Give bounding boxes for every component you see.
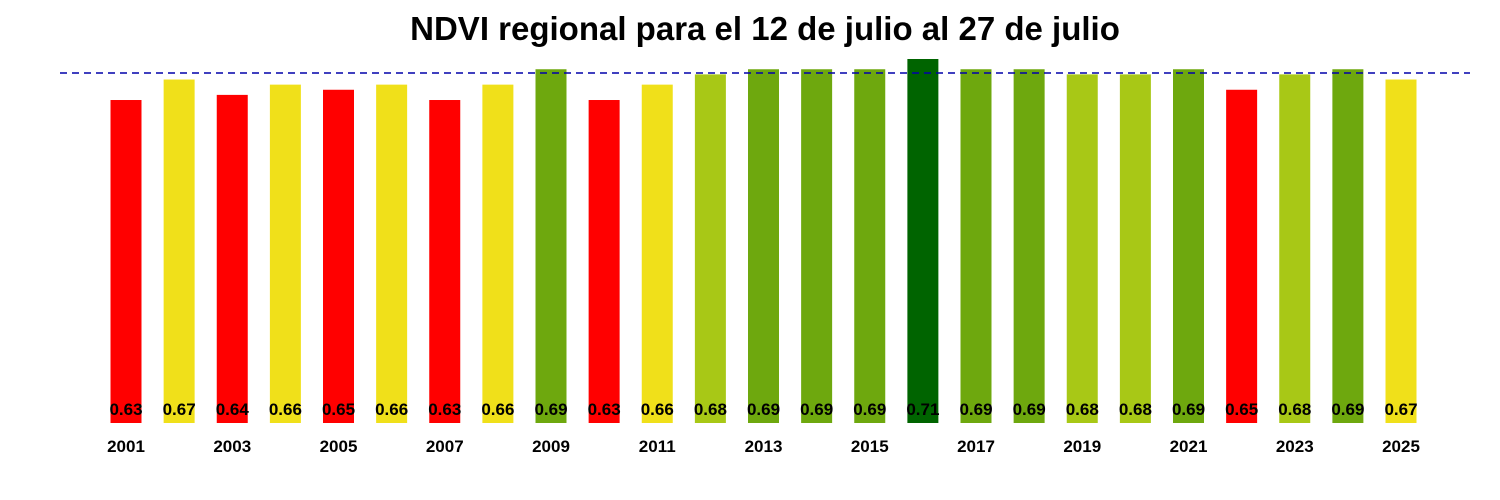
x-tick-label-2019: 2019 [1063, 437, 1101, 456]
value-label-2017: 0.69 [959, 400, 992, 419]
chart-title: NDVI regional para el 12 de julio al 27 … [410, 10, 1120, 47]
value-label-2015: 0.69 [853, 400, 886, 419]
bar-2021 [1173, 69, 1204, 423]
bar-2015 [854, 69, 886, 423]
value-label-2019: 0.68 [1066, 400, 1099, 419]
x-tick-label-2005: 2005 [320, 437, 358, 456]
bar-2003 [216, 94, 248, 423]
bar-2010 [588, 100, 620, 423]
value-label-2010: 0.63 [588, 400, 621, 419]
x-tick-label-2025: 2025 [1382, 437, 1420, 456]
bar-2018 [1013, 69, 1045, 423]
bar-2025 [1385, 79, 1417, 423]
bar-2016 [907, 59, 939, 423]
value-label-2024: 0.69 [1331, 400, 1364, 419]
value-label-2012: 0.68 [694, 400, 727, 419]
bar-2005 [323, 89, 354, 423]
bar-2017 [960, 69, 992, 423]
x-tick-label-2003: 2003 [213, 437, 251, 456]
value-labels-group: 0.63 0.67 0.64 0.66 0.65 0.66 0.63 0.66 0.69 0.63… [109, 400, 1417, 419]
bar-2012 [694, 74, 726, 423]
x-tick-label-2013: 2013 [745, 437, 783, 456]
bar-2019 [1066, 74, 1098, 423]
bar-2006 [376, 84, 408, 423]
value-label-2009: 0.69 [534, 400, 567, 419]
bars-group [110, 59, 1417, 423]
value-label-2003: 0.64 [216, 400, 250, 419]
value-label-2020: 0.68 [1119, 400, 1152, 419]
bar-2013 [748, 69, 779, 423]
x-tick-label-2001: 2001 [107, 437, 145, 456]
bar-2004 [269, 84, 301, 423]
bar-2014 [801, 69, 833, 423]
value-label-2006: 0.66 [375, 400, 408, 419]
bar-2024 [1332, 69, 1364, 423]
bar-2001 [110, 100, 142, 423]
bar-2011 [641, 84, 673, 423]
value-label-2018: 0.69 [1013, 400, 1046, 419]
value-label-2013: 0.69 [747, 400, 780, 419]
value-label-2014: 0.69 [800, 400, 833, 419]
value-label-2023: 0.68 [1278, 400, 1311, 419]
value-label-2008: 0.66 [481, 400, 514, 419]
x-tick-label-2011: 2011 [639, 437, 676, 456]
value-label-2001: 0.63 [109, 400, 142, 419]
bar-2020 [1119, 74, 1151, 423]
value-label-2022: 0.65 [1225, 400, 1258, 419]
x-tick-label-2007: 2007 [426, 437, 464, 456]
bar-2009 [535, 69, 567, 423]
value-label-2005: 0.65 [322, 400, 355, 419]
x-tick-label-2009: 2009 [532, 437, 570, 456]
value-label-2011: 0.66 [641, 400, 674, 419]
x-tick-label-2017: 2017 [957, 437, 995, 456]
value-label-2004: 0.66 [269, 400, 302, 419]
value-label-2002: 0.67 [163, 400, 196, 419]
value-label-2021: 0.69 [1172, 400, 1205, 419]
value-label-2007: 0.63 [428, 400, 461, 419]
bar-2023 [1279, 74, 1311, 423]
x-tick-label-2023: 2023 [1276, 437, 1314, 456]
x-axis-ticks: 2001 2003 2005 2007 2009 2011 2013 2015 2017 2019… [107, 437, 1420, 456]
bar-2022 [1226, 89, 1258, 423]
x-tick-label-2021: 2021 [1170, 437, 1208, 456]
x-tick-label-2015: 2015 [851, 437, 889, 456]
value-label-2025: 0.67 [1384, 400, 1417, 419]
bar-2007 [429, 100, 461, 423]
bar-2002 [163, 79, 195, 423]
value-label-2016: 0.71 [906, 400, 939, 419]
bar-2008 [482, 84, 514, 423]
